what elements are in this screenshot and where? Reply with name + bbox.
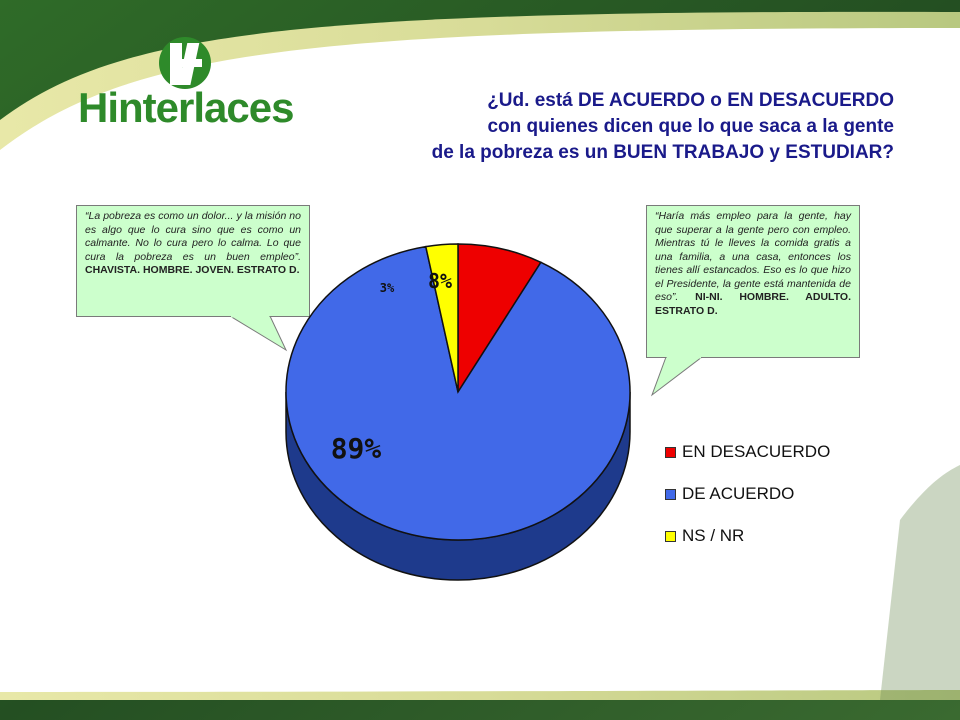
quote-text-left: “La pobreza es como un dolor... y la mis… [85,210,301,263]
pie-slice-de-acuerdo [285,245,631,541]
legend-label-de-acuerdo: DE ACUERDO [682,484,795,503]
legend-item-de-acuerdo: DE ACUERDO [665,482,865,506]
quote-callout-right: “Haría más empleo para la gente, hay que… [646,205,860,358]
pie-chart: 8% 89% 3% [285,243,631,581]
legend-label-ns-nr: NS / NR [682,526,745,545]
chart-legend: EN DESACUERDO DE ACUERDO NS / NR [665,440,865,566]
data-label-de-acuerdo: 89% [331,432,382,465]
legend-item-ns-nr: NS / NR [665,524,865,548]
title-line-3: de la pobreza es un BUEN TRABAJO y ESTUD… [431,142,894,163]
data-label-ns-nr: 3% [380,281,395,295]
brand-logo [159,37,211,89]
legend-swatch-de-acuerdo [665,488,676,500]
quote-tag-left: CHAVISTA. HOMBRE. JOVEN. ESTRATO D. [85,264,300,276]
data-label-en-desacuerdo: 8% [428,269,452,293]
title-line-1: ¿Ud. está DE ACUERDO o EN DESACUERDO [487,90,894,111]
legend-item-en-desacuerdo: EN DESACUERDO [665,440,865,464]
callout-tail-left [230,316,288,352]
legend-swatch-en-desacuerdo [665,446,676,458]
callout-tail-right [650,357,703,397]
quote-callout-left: “La pobreza es como un dolor... y la mis… [76,205,310,317]
quote-tag-right: NI-NI. HOMBRE. ADULTO. ESTRATO D. [655,291,852,317]
legend-swatch-ns-nr [665,530,676,542]
quote-text-right: “Haría más empleo para la gente, hay que… [655,210,851,303]
pie-slice-ns-nr [424,243,459,393]
page-title: ¿Ud. está DE ACUERDO o EN DESACUERDO con… [334,88,894,166]
brand-name: Hinterlaces [78,84,294,131]
legend-label-en-desacuerdo: EN DESACUERDO [682,442,831,461]
title-line-2: con quienes dicen que lo que saca a la g… [487,116,894,137]
